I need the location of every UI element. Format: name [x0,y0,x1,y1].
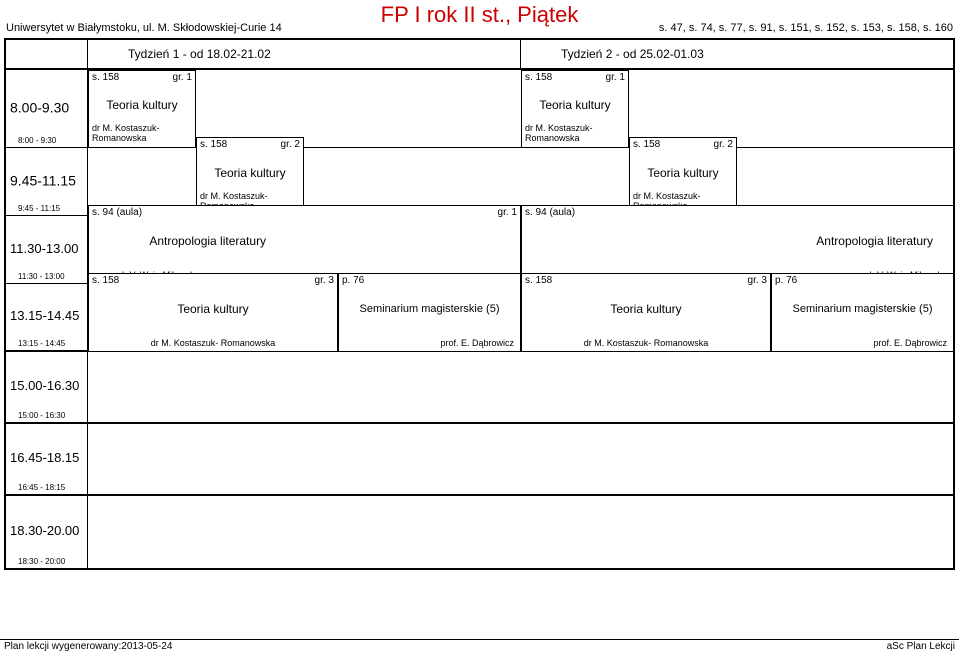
teacher-label: dr M. Kostaszuk- Romanowska [525,123,615,143]
cell-w2-semmag: p. 76 Seminarium magisterskie (5) prof. … [771,273,954,352]
content-7 [88,496,953,568]
content-4: s. 158 gr. 3 Teoria kultury dr M. Kostas… [88,284,953,350]
week1-header: Tydzień 1 - od 18.02-21.02 [88,40,521,68]
row-1: 8.00-9.30 8:00 - 9:30 s. 158 gr. 1 Teori… [6,70,953,148]
room-label: s. 158 [92,275,119,286]
time-4-small: 13:15 - 14:45 [18,339,65,348]
row-7: 18.30-20.00 18:30 - 20:00 [6,496,953,568]
subject-label: Teoria kultury [177,302,248,316]
time-5: 15.00-16.30 15:00 - 16:30 [6,352,88,422]
content-5 [88,352,953,422]
time-5-small: 15:00 - 16:30 [18,411,65,420]
room-label: s. 158 [633,139,660,150]
group-label: gr. 1 [173,72,192,83]
subject-label: Teoria kultury [647,166,718,180]
time-7-small: 18:30 - 20:00 [18,557,65,566]
content-6 [88,424,953,494]
row-6: 16.45-18.15 16:45 - 18:15 [6,424,953,496]
subject-label: Teoria kultury [106,98,177,112]
time-3-big: 11.30-13.00 [10,241,78,256]
subject-label: Teoria kultury [610,302,681,316]
group-label: gr. 2 [281,139,300,150]
time-6: 16.45-18.15 16:45 - 18:15 [6,424,88,494]
room-label: s. 94 (aula) [525,207,575,218]
time-1: 8.00-9.30 8:00 - 9:30 [6,70,88,147]
room-label: s. 158 [92,72,119,83]
time-6-big: 16.45-18.15 [10,450,79,465]
time-4-big: 13.15-14.45 [10,308,79,323]
time-2-small: 9:45 - 11:15 [18,204,60,213]
time-2: 9.45-11.15 9:45 - 11:15 [6,148,88,215]
group-label: gr. 3 [315,275,334,286]
subject-label: Seminarium magisterskie (5) [360,303,500,315]
row-4: 13.15-14.45 13:15 - 14:45 s. 158 gr. 3 T… [6,284,953,352]
time-5-big: 15.00-16.30 [10,378,79,393]
room-label: p. 76 [342,275,364,286]
time-7-big: 18.30-20.00 [10,523,79,538]
time-column-header [6,40,88,68]
teacher-label: prof. E. Dąbrowicz [873,338,947,348]
time-2-big: 9.45-11.15 [10,172,76,188]
university-label: Uniwersytet w Białymstoku, ul. M. Skłodo… [6,22,282,34]
room-label: s. 158 [200,139,227,150]
time-4: 13.15-14.45 13:15 - 14:45 [6,284,88,350]
teacher-label: dr M. Kostaszuk- Romanowska [151,338,276,348]
room-label: s. 158 [525,72,552,83]
week2-header: Tydzień 2 - od 25.02-01.03 [521,40,953,68]
group-label: gr. 1 [606,72,625,83]
group-label: gr. 1 [498,207,517,218]
time-1-big: 8.00-9.30 [10,99,69,115]
cell-w1-semmag: p. 76 Seminarium magisterskie (5) prof. … [338,273,521,352]
room-label: p. 76 [775,275,797,286]
group-label: gr. 3 [748,275,767,286]
room-label: s. 158 [525,275,552,286]
time-7: 18.30-20.00 18:30 - 20:00 [6,496,88,568]
footer: Plan lekcji wygenerowany:2013-05-24 aSc … [0,639,959,653]
page-title: FP I rok II st., Piątek [381,2,579,28]
row-5: 15.00-16.30 15:00 - 16:30 [6,352,953,424]
cell-w2-gr1-teoria: s. 158 gr. 1 Teoria kultury dr M. Kostas… [521,70,629,148]
timetable: Tydzień 1 - od 18.02-21.02 Tydzień 2 - o… [4,38,955,570]
group-label: gr. 2 [714,139,733,150]
time-3-small: 11:30 - 13:00 [18,272,65,281]
subject-label: Teoria kultury [539,98,610,112]
time-1-small: 8:00 - 9:30 [18,136,56,145]
header-row: Tydzień 1 - od 18.02-21.02 Tydzień 2 - o… [6,40,953,70]
time-3: 11.30-13.00 11:30 - 13:00 [6,216,88,283]
teacher-label: dr M. Kostaszuk- Romanowska [92,123,182,143]
footer-right: aSc Plan Lekcji [887,641,955,652]
subject-label: Seminarium magisterskie (5) [793,303,933,315]
teacher-label: dr M. Kostaszuk- Romanowska [584,338,709,348]
cell-w1-gr1-teoria: s. 158 gr. 1 Teoria kultury dr M. Kostas… [88,70,196,148]
rooms-header: s. 47, s. 74, s. 77, s. 91, s. 151, s. 1… [659,22,953,34]
time-6-small: 16:45 - 18:15 [18,483,65,492]
subject-label: Teoria kultury [214,166,285,180]
footer-left: Plan lekcji wygenerowany:2013-05-24 [4,641,172,652]
subject-label: Antropologia literatury [816,234,933,248]
cell-w2-gr3-teoria: s. 158 gr. 3 Teoria kultury dr M. Kostas… [521,273,771,352]
subject-label: Antropologia literatury [149,234,266,248]
teacher-label: prof. E. Dąbrowicz [440,338,514,348]
cell-w1-gr3-teoria: s. 158 gr. 3 Teoria kultury dr M. Kostas… [88,273,338,352]
content-1: s. 158 gr. 1 Teoria kultury dr M. Kostas… [88,70,953,147]
room-label: s. 94 (aula) [92,207,142,218]
